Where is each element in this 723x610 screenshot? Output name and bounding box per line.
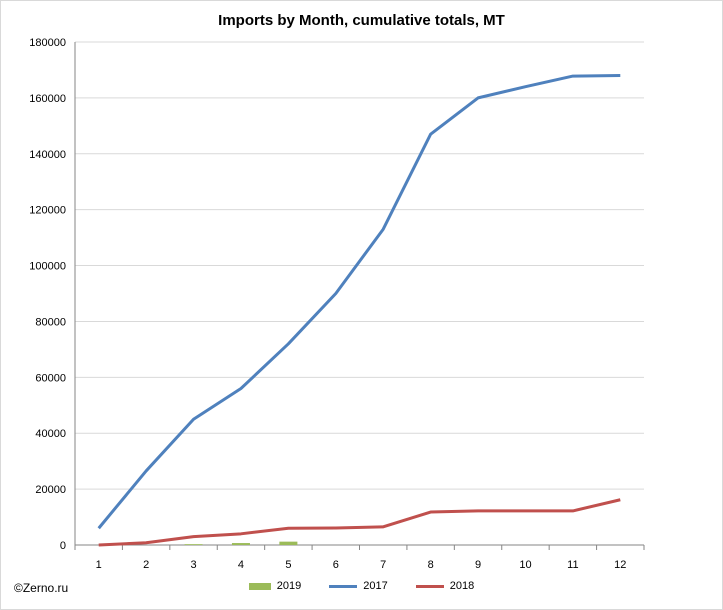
y-tick-label: 120000 — [29, 205, 66, 217]
y-tick-label: 180000 — [29, 37, 66, 49]
y-tick-label: 140000 — [29, 149, 66, 161]
legend-swatch — [248, 582, 271, 590]
x-tick-label: 7 — [380, 559, 386, 571]
x-tick-label: 8 — [428, 559, 434, 571]
bar-2019 — [231, 543, 250, 545]
x-tick-label: 11 — [567, 559, 578, 571]
y-tick-label: 0 — [60, 540, 66, 552]
x-tick-label: 9 — [475, 559, 481, 571]
legend-item-2017: 2017 — [329, 580, 388, 592]
x-tick-label: 2 — [143, 559, 149, 571]
y-tick-label: 80000 — [35, 316, 66, 328]
x-tick-label: 4 — [238, 559, 244, 571]
x-tick-label: 1 — [96, 559, 102, 571]
series-line-2017 — [97, 74, 621, 530]
series-line-2018 — [98, 498, 621, 547]
y-tick-label: 40000 — [35, 428, 66, 440]
bar-2019 — [279, 541, 298, 545]
x-tick-label: 5 — [285, 559, 291, 571]
legend-item-2019: 2019 — [248, 580, 302, 592]
x-tick-label: 6 — [333, 559, 339, 571]
y-tick-label: 100000 — [29, 261, 66, 273]
legend-label: 2017 — [363, 580, 388, 592]
y-tick-label: 60000 — [35, 372, 66, 384]
legend-label: 2019 — [276, 580, 302, 592]
legend: 2019 2017 2018 — [0, 580, 723, 592]
copyright-text: ©Zerno.ru — [14, 581, 69, 595]
x-tick-label: 3 — [190, 559, 196, 571]
y-tick-label: 20000 — [35, 484, 66, 496]
y-tick-label: 160000 — [29, 93, 66, 105]
chart-title: Imports by Month, cumulative totals, MT — [218, 12, 505, 29]
bar-2019 — [184, 544, 203, 545]
legend-swatch — [329, 584, 358, 588]
x-tick-label: 12 — [614, 559, 626, 571]
x-tick-label: 10 — [519, 559, 531, 571]
legend-swatch — [415, 584, 444, 588]
legend-label: 2018 — [449, 580, 475, 592]
legend-item-2018: 2018 — [415, 580, 475, 592]
